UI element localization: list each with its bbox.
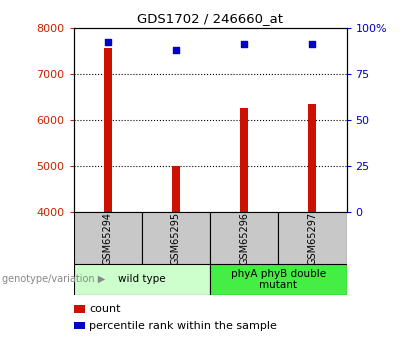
Title: GDS1702 / 246660_at: GDS1702 / 246660_at [137, 12, 283, 25]
Bar [74, 212, 142, 264]
Text: phyA phyB double
mutant: phyA phyB double mutant [231, 269, 326, 290]
Bar [210, 212, 278, 264]
Bar [172, 166, 180, 212]
Bar [142, 212, 210, 264]
Text: GSM65294: GSM65294 [102, 211, 113, 265]
Point [104, 40, 111, 45]
Text: GSM65295: GSM65295 [171, 211, 181, 265]
Bar [74, 264, 210, 295]
Text: GSM65297: GSM65297 [307, 211, 318, 265]
Bar [210, 264, 346, 295]
Point [241, 41, 247, 47]
Bar [278, 212, 346, 264]
Bar [104, 48, 112, 212]
Text: percentile rank within the sample: percentile rank within the sample [89, 321, 277, 331]
Point [309, 41, 316, 47]
Text: count: count [89, 304, 121, 314]
Bar [308, 104, 317, 212]
Text: GSM65296: GSM65296 [239, 211, 249, 265]
Text: genotype/variation ▶: genotype/variation ▶ [2, 275, 105, 284]
Bar [240, 108, 248, 212]
Text: wild type: wild type [118, 275, 165, 284]
Point [173, 47, 179, 52]
